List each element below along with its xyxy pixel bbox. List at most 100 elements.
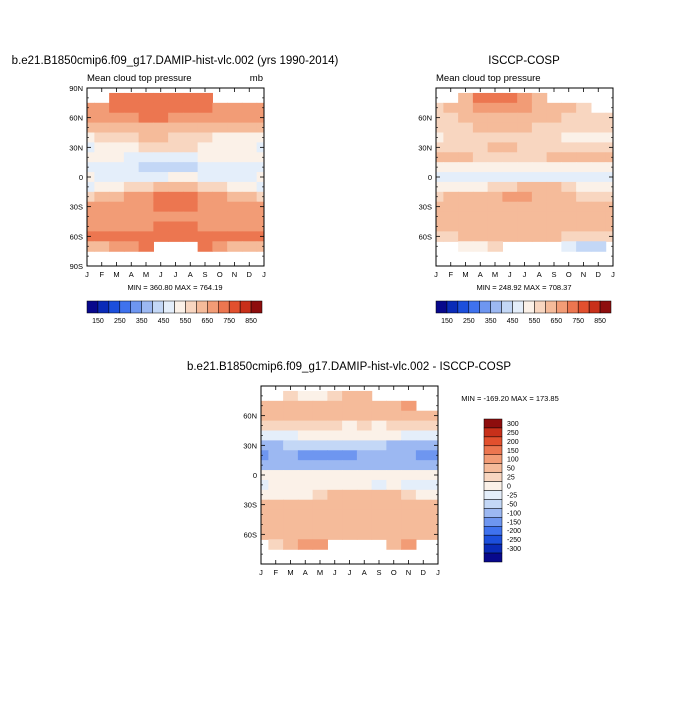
heatmap-cell	[576, 102, 592, 114]
heatmap-cell	[517, 112, 533, 124]
heatmap-cell	[87, 221, 95, 232]
x-tick-label: F	[99, 270, 104, 279]
heatmap-cell	[241, 122, 258, 134]
heatmap-cell	[531, 181, 548, 193]
colorbar-label: 450	[158, 318, 170, 325]
heatmap-cell	[197, 241, 213, 252]
heatmap-cell	[241, 241, 258, 252]
heatmap-cell	[443, 152, 459, 163]
colorbar-label: 350	[136, 318, 148, 325]
heatmap-cell	[487, 181, 503, 193]
heatmap-cell	[576, 191, 592, 203]
x-tick-label: J	[159, 270, 163, 279]
heatmap-cell	[401, 420, 417, 432]
heatmap-cell	[312, 420, 328, 432]
heatmap-cell	[531, 112, 548, 124]
heatmap-cell	[458, 221, 474, 232]
heatmap-cell	[227, 172, 243, 183]
min-max-label: MIN = 360.80 MAX = 764.19	[127, 283, 222, 292]
heatmap-cell	[241, 152, 258, 163]
heatmap-cell	[576, 221, 592, 232]
heatmap-cell	[182, 221, 199, 232]
heatmap-cell	[487, 231, 503, 242]
heatmap-cell	[87, 241, 95, 252]
heatmap-cell	[168, 181, 184, 193]
heatmap-cell	[590, 211, 607, 223]
heatmap-cell	[153, 221, 169, 232]
heatmap-cell	[415, 529, 432, 540]
heatmap-cell	[182, 211, 199, 223]
heatmap-cell	[297, 440, 314, 451]
x-tick-label: J	[174, 270, 178, 279]
heatmap-cell	[472, 92, 489, 104]
heatmap-cell	[182, 172, 199, 183]
heatmap-cell	[227, 191, 243, 203]
heatmap-cell	[312, 499, 328, 511]
heatmap-cell	[261, 400, 269, 412]
heatmap-cell	[443, 191, 459, 203]
heatmap-cell	[268, 470, 284, 481]
heatmap-cell	[487, 152, 503, 163]
heatmap-cell	[415, 489, 432, 501]
heatmap-cell	[109, 152, 125, 163]
heatmap-cell	[458, 231, 474, 242]
x-tick-label: J	[262, 270, 266, 279]
heatmap-cell	[401, 430, 417, 441]
heatmap-cell	[241, 201, 258, 213]
heatmap-cell	[342, 410, 358, 422]
heatmap-cell	[109, 102, 125, 114]
heatmap-cell	[415, 470, 432, 481]
colorbar-swatch	[534, 300, 546, 314]
heatmap-cell	[168, 231, 184, 242]
colorbar-swatch	[483, 418, 503, 429]
heatmap-cell	[546, 201, 562, 213]
heatmap-cell	[138, 102, 154, 114]
heatmap-cell	[371, 479, 387, 491]
heatmap-cell	[182, 191, 199, 203]
heatmap-cell	[487, 122, 503, 134]
colorbar-swatch	[152, 300, 164, 314]
heatmap-cell	[94, 191, 110, 203]
heatmap-cell	[297, 470, 314, 481]
heatmap-cell	[430, 509, 438, 521]
heatmap-cell	[502, 181, 518, 193]
colorbar-label: 850	[594, 318, 606, 325]
heatmap-cell	[472, 152, 489, 163]
colorbar-label: -200	[507, 528, 521, 535]
x-tick-label: J	[434, 270, 438, 279]
heatmap-cell	[123, 231, 140, 242]
colorbar-swatch	[599, 300, 612, 314]
heatmap-cell	[561, 102, 577, 114]
heatmap-cell	[401, 519, 417, 530]
colorbar-label: -25	[507, 492, 517, 499]
heatmap-cell	[123, 112, 140, 124]
heatmap-cell	[517, 191, 533, 203]
heatmap-cell	[297, 539, 314, 550]
heatmap-cell	[297, 460, 314, 471]
heatmap-cell	[109, 172, 125, 183]
heatmap-cell	[268, 479, 284, 491]
heatmap-cell	[458, 241, 474, 252]
colorbar-swatch	[174, 300, 186, 314]
colorbar-swatch	[483, 436, 503, 447]
heatmap-cell	[261, 420, 269, 432]
heatmap-cell	[517, 122, 533, 134]
heatmap-cell	[109, 211, 125, 223]
heatmap-cell	[138, 92, 154, 104]
heatmap-cell	[123, 142, 140, 153]
heatmap-cell	[531, 211, 548, 223]
heatmap-cell	[472, 172, 489, 183]
heatmap-cell	[256, 221, 264, 232]
heatmap-cell	[94, 221, 110, 232]
heatmap-cell	[415, 479, 432, 491]
heatmap-cell	[590, 241, 607, 252]
heatmap-cell	[261, 489, 269, 501]
x-tick-label: J	[508, 270, 512, 279]
heatmap-cell	[212, 211, 228, 223]
heatmap-cell	[109, 241, 125, 252]
heatmap-cell	[268, 489, 284, 501]
heatmap-cell	[531, 142, 548, 153]
heatmap-cell	[138, 221, 154, 232]
heatmap-cell	[283, 400, 299, 412]
colorbar-swatch	[483, 481, 503, 491]
